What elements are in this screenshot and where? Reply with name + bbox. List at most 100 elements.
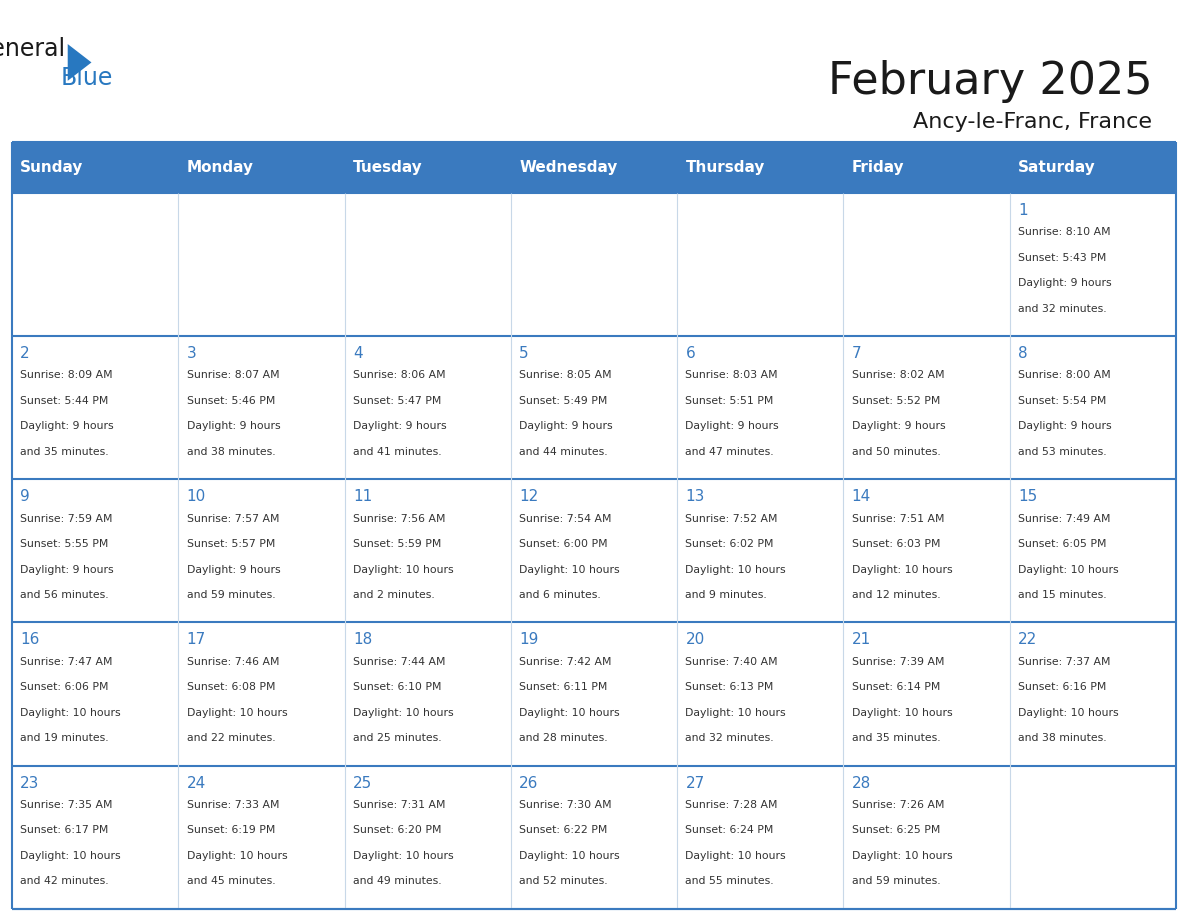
Text: Daylight: 10 hours: Daylight: 10 hours — [353, 708, 454, 718]
Text: Friday: Friday — [852, 160, 904, 175]
Text: 1: 1 — [1018, 203, 1028, 218]
Text: Sunset: 6:17 PM: Sunset: 6:17 PM — [20, 825, 108, 835]
Text: Sunrise: 7:54 AM: Sunrise: 7:54 AM — [519, 513, 612, 523]
Bar — [677, 336, 843, 479]
Text: Sunset: 5:46 PM: Sunset: 5:46 PM — [187, 396, 274, 406]
Text: and 59 minutes.: and 59 minutes. — [852, 877, 941, 887]
Text: and 9 minutes.: and 9 minutes. — [685, 590, 767, 600]
Text: 8: 8 — [1018, 346, 1028, 361]
Text: Sunrise: 7:26 AM: Sunrise: 7:26 AM — [852, 800, 944, 810]
Text: Daylight: 10 hours: Daylight: 10 hours — [852, 708, 953, 718]
Text: 14: 14 — [852, 489, 871, 504]
Text: Sunrise: 8:10 AM: Sunrise: 8:10 AM — [1018, 227, 1111, 237]
Text: 21: 21 — [852, 633, 871, 647]
Text: 3: 3 — [187, 346, 196, 361]
Text: Sunset: 6:22 PM: Sunset: 6:22 PM — [519, 825, 607, 835]
Bar — [677, 766, 843, 909]
Bar — [345, 766, 511, 909]
Text: Daylight: 10 hours: Daylight: 10 hours — [353, 565, 454, 575]
Text: Sunrise: 7:57 AM: Sunrise: 7:57 AM — [187, 513, 279, 523]
Text: Sunday: Sunday — [20, 160, 83, 175]
Bar — [1010, 336, 1176, 479]
Bar — [1010, 622, 1176, 766]
Text: Daylight: 9 hours: Daylight: 9 hours — [1018, 421, 1112, 431]
Text: Sunset: 6:08 PM: Sunset: 6:08 PM — [187, 682, 274, 692]
Bar — [677, 142, 843, 193]
Text: Daylight: 10 hours: Daylight: 10 hours — [20, 851, 121, 861]
Text: Wednesday: Wednesday — [519, 160, 618, 175]
Text: 28: 28 — [852, 776, 871, 790]
Bar — [511, 622, 677, 766]
Bar — [345, 336, 511, 479]
Text: Sunset: 6:19 PM: Sunset: 6:19 PM — [187, 825, 274, 835]
Text: Sunrise: 7:46 AM: Sunrise: 7:46 AM — [187, 656, 279, 666]
Text: Daylight: 10 hours: Daylight: 10 hours — [519, 851, 620, 861]
Text: Sunrise: 7:33 AM: Sunrise: 7:33 AM — [187, 800, 279, 810]
Bar — [677, 479, 843, 622]
Text: Sunset: 5:57 PM: Sunset: 5:57 PM — [187, 539, 274, 549]
Text: 2: 2 — [20, 346, 30, 361]
Text: Sunset: 6:05 PM: Sunset: 6:05 PM — [1018, 539, 1106, 549]
Text: and 52 minutes.: and 52 minutes. — [519, 877, 608, 887]
Text: 27: 27 — [685, 776, 704, 790]
Text: Daylight: 9 hours: Daylight: 9 hours — [685, 421, 779, 431]
Text: and 15 minutes.: and 15 minutes. — [1018, 590, 1107, 600]
Text: Daylight: 10 hours: Daylight: 10 hours — [685, 565, 786, 575]
Bar — [1010, 479, 1176, 622]
Bar — [677, 193, 843, 336]
Text: and 50 minutes.: and 50 minutes. — [852, 447, 941, 457]
Text: and 22 minutes.: and 22 minutes. — [187, 733, 276, 744]
Text: Daylight: 10 hours: Daylight: 10 hours — [1018, 565, 1119, 575]
Text: 23: 23 — [20, 776, 39, 790]
Text: Sunrise: 7:28 AM: Sunrise: 7:28 AM — [685, 800, 778, 810]
Text: Sunset: 5:52 PM: Sunset: 5:52 PM — [852, 396, 940, 406]
Text: Sunset: 6:11 PM: Sunset: 6:11 PM — [519, 682, 607, 692]
Text: Daylight: 9 hours: Daylight: 9 hours — [353, 421, 447, 431]
Text: Sunrise: 8:02 AM: Sunrise: 8:02 AM — [852, 370, 944, 380]
Text: 22: 22 — [1018, 633, 1037, 647]
Text: Sunrise: 8:00 AM: Sunrise: 8:00 AM — [1018, 370, 1111, 380]
Text: Sunrise: 7:40 AM: Sunrise: 7:40 AM — [685, 656, 778, 666]
Bar — [843, 622, 1010, 766]
Text: Sunset: 6:16 PM: Sunset: 6:16 PM — [1018, 682, 1106, 692]
Text: and 35 minutes.: and 35 minutes. — [852, 733, 941, 744]
Text: and 55 minutes.: and 55 minutes. — [685, 877, 775, 887]
Text: and 41 minutes.: and 41 minutes. — [353, 447, 442, 457]
Text: Sunset: 6:06 PM: Sunset: 6:06 PM — [20, 682, 108, 692]
Text: Sunrise: 8:05 AM: Sunrise: 8:05 AM — [519, 370, 612, 380]
Text: Tuesday: Tuesday — [353, 160, 423, 175]
Text: and 2 minutes.: and 2 minutes. — [353, 590, 435, 600]
Text: and 6 minutes.: and 6 minutes. — [519, 590, 601, 600]
Text: 11: 11 — [353, 489, 372, 504]
Text: Daylight: 10 hours: Daylight: 10 hours — [353, 851, 454, 861]
Text: 9: 9 — [20, 489, 30, 504]
Text: and 38 minutes.: and 38 minutes. — [187, 447, 276, 457]
Text: 12: 12 — [519, 489, 538, 504]
Text: Daylight: 9 hours: Daylight: 9 hours — [187, 565, 280, 575]
Text: Daylight: 10 hours: Daylight: 10 hours — [852, 851, 953, 861]
Text: Sunrise: 7:39 AM: Sunrise: 7:39 AM — [852, 656, 944, 666]
Text: Daylight: 10 hours: Daylight: 10 hours — [519, 708, 620, 718]
Text: Sunrise: 7:35 AM: Sunrise: 7:35 AM — [20, 800, 113, 810]
Text: Daylight: 9 hours: Daylight: 9 hours — [187, 421, 280, 431]
Text: Sunset: 5:54 PM: Sunset: 5:54 PM — [1018, 396, 1106, 406]
Bar — [1010, 766, 1176, 909]
Text: Thursday: Thursday — [685, 160, 765, 175]
Bar — [511, 193, 677, 336]
Text: Sunrise: 7:56 AM: Sunrise: 7:56 AM — [353, 513, 446, 523]
Bar — [511, 766, 677, 909]
Text: Sunrise: 7:31 AM: Sunrise: 7:31 AM — [353, 800, 446, 810]
Text: 4: 4 — [353, 346, 362, 361]
Text: Sunrise: 7:44 AM: Sunrise: 7:44 AM — [353, 656, 446, 666]
Text: 5: 5 — [519, 346, 529, 361]
Text: and 59 minutes.: and 59 minutes. — [187, 590, 276, 600]
Text: and 12 minutes.: and 12 minutes. — [852, 590, 941, 600]
Text: Daylight: 10 hours: Daylight: 10 hours — [852, 565, 953, 575]
Text: Sunrise: 7:42 AM: Sunrise: 7:42 AM — [519, 656, 612, 666]
Text: Daylight: 9 hours: Daylight: 9 hours — [519, 421, 613, 431]
Text: Daylight: 9 hours: Daylight: 9 hours — [1018, 278, 1112, 288]
Bar — [345, 142, 511, 193]
Bar — [511, 479, 677, 622]
Text: and 25 minutes.: and 25 minutes. — [353, 733, 442, 744]
Text: 19: 19 — [519, 633, 538, 647]
